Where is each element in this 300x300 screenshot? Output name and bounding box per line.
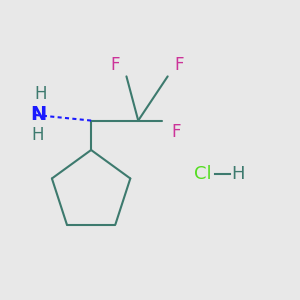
Text: F: F — [172, 123, 181, 141]
Text: H: H — [32, 126, 44, 144]
Text: N: N — [30, 105, 46, 124]
Text: Cl: Cl — [194, 165, 212, 183]
Text: H: H — [35, 85, 47, 103]
Text: F: F — [175, 56, 184, 74]
Text: F: F — [110, 56, 119, 74]
Text: H: H — [232, 165, 245, 183]
